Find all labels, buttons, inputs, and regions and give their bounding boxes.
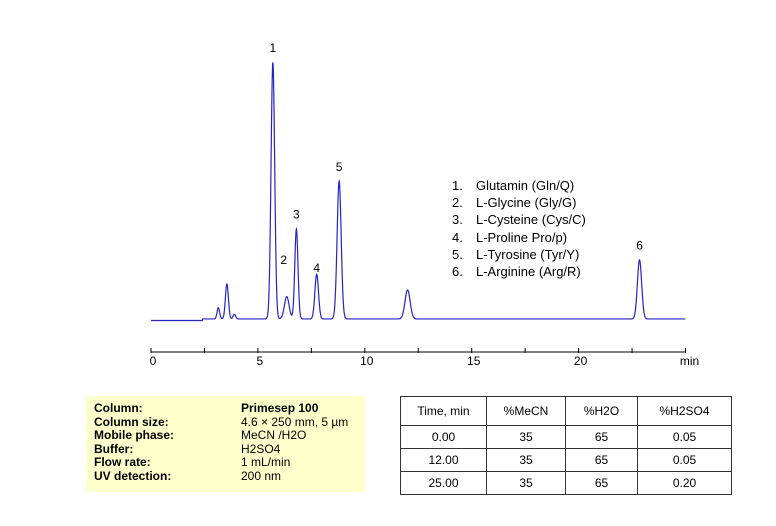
gradient-table: Time, min %MeCN %H2O %H2SO4 0.00 35 65 0… [400, 396, 732, 495]
x-tick-label: 20 [574, 354, 588, 368]
condition-value: 1 mL/min [241, 455, 291, 470]
condition-label: UV detection: [94, 468, 172, 483]
peak-label-6: 6 [636, 239, 643, 253]
condition-row: Buffer: H2SO4 [94, 441, 365, 457]
cell-mecn: 35 [486, 471, 566, 495]
legend-compound-name: L-Proline Pro/p) [476, 229, 568, 245]
condition-value: H2SO4 [241, 441, 281, 456]
legend-compound-name: L-Arginine (Arg/R) [476, 264, 581, 280]
peak-label-4: 4 [313, 261, 320, 275]
legend-number: 4. [452, 229, 463, 245]
cell-mecn: 35 [486, 448, 566, 472]
condition-label: Mobile phase: [94, 428, 175, 443]
legend-compound-name: L-Tyrosine (Tyr/Y) [476, 246, 580, 262]
condition-row: Column size: 4.6 × 250 mm, 5 µm [94, 414, 365, 430]
legend-number: 3. [452, 212, 463, 228]
x-axis-label: min [680, 354, 699, 368]
condition-value: 4.6 × 250 mm, 5 µm [241, 414, 349, 429]
chromatogram-trace [151, 62, 686, 322]
condition-label: Column size: [94, 414, 169, 429]
peak-label-5: 5 [336, 160, 343, 174]
legend-item: 6. L-Arginine (Arg/R) [452, 263, 586, 280]
cell-time: 12.00 [400, 448, 487, 472]
peak-labels: 1 2 3 4 5 6 [270, 41, 644, 275]
table-row: 25.00 35 65 0.20 [400, 471, 732, 495]
condition-value: MeCN /H2O [241, 428, 307, 443]
cell-h2so4: 0.05 [637, 448, 732, 472]
cell-h2o: 65 [565, 425, 638, 449]
legend-item: 4. L-Proline Pro/p) [452, 229, 586, 246]
cell-h2o: 65 [565, 471, 638, 495]
condition-row: UV detection: 200 nm [94, 468, 365, 484]
chart-legend: 1. Glutamin (Gln/Q) 2. L-Glycine (Gly/G) 3. L… [452, 177, 586, 280]
condition-label: Column: [94, 401, 143, 415]
x-tick-label: 5 [257, 354, 264, 368]
legend-item: 2. L-Glycine (Gly/G) [452, 194, 586, 211]
peak-label-2: 2 [280, 253, 287, 267]
chromatogram-chart: 0 5 10 15 20 min 1 2 3 4 5 6 [150, 41, 700, 368]
table-row: 0.00 35 65 0.05 [400, 425, 732, 449]
legend-compound-name: Glutamin (Gln/Q) [476, 178, 575, 193]
legend-number: 5. [452, 246, 463, 262]
legend-compound-name: L-Glycine (Gly/G) [476, 195, 577, 211]
cell-time: 0.00 [400, 425, 487, 449]
legend-number: 6. [452, 264, 463, 280]
condition-value: Primesep 100 [241, 401, 319, 415]
table-header-row: Time, min %MeCN %H2O %H2SO4 [400, 396, 732, 426]
table-row: 12.00 35 65 0.05 [400, 448, 732, 472]
cell-time: 25.00 [400, 471, 487, 495]
condition-row: Mobile phase: MeCN /H2O [94, 429, 365, 443]
condition-label: Buffer: [94, 441, 134, 456]
peak-label-3: 3 [293, 208, 300, 222]
legend-item: 5. L-Tyrosine (Tyr/Y) [452, 246, 586, 263]
x-tick-label: 15 [467, 354, 481, 368]
x-axis: 0 5 10 15 20 min [150, 348, 699, 368]
header-mecn: %MeCN [486, 396, 566, 426]
legend-item: 3. L-Cysteine (Cys/C) [452, 211, 586, 228]
x-tick-label: 0 [150, 354, 157, 368]
condition-value: 200 nm [241, 468, 282, 483]
cell-h2o: 65 [565, 448, 638, 472]
legend-compound-name: L-Cysteine (Cys/C) [476, 212, 586, 228]
header-h2o: %H2O [565, 396, 638, 426]
legend-number: 1. [452, 178, 463, 193]
condition-label: Flow rate: [94, 455, 151, 470]
legend-number: 2. [452, 195, 463, 211]
condition-row: Flow rate: 1 mL/min [94, 456, 365, 470]
x-tick-label: 10 [360, 354, 374, 368]
header-time: Time, min [400, 396, 487, 426]
cell-h2so4: 0.20 [637, 471, 732, 495]
condition-row: Column: Primesep 100 [94, 401, 365, 416]
legend-item: 1. Glutamin (Gln/Q) [452, 177, 586, 194]
cell-h2so4: 0.05 [637, 425, 732, 449]
peak-label-1: 1 [270, 41, 277, 55]
conditions-panel: Column: Primesep 100 Column size: 4.6 × 250… [86, 396, 365, 492]
header-h2so4: %H2SO4 [637, 396, 732, 426]
cell-mecn: 35 [486, 425, 566, 449]
